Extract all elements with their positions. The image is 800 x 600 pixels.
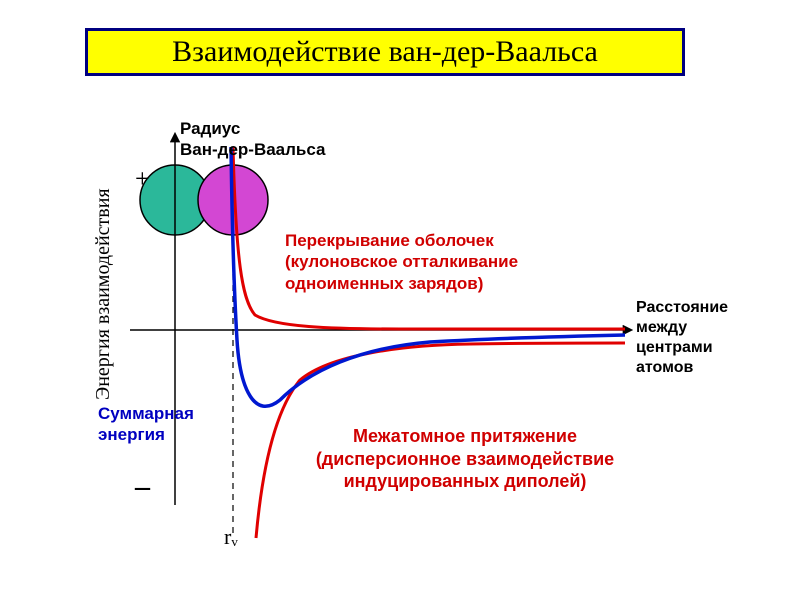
sum-energy-caption: Суммарная энергия xyxy=(98,403,194,446)
radius-caption: Радиус Ван-дер-Ваальса xyxy=(180,118,326,161)
rv-label: rᵥ xyxy=(224,523,238,551)
attraction-caption: Межатомное притяжение (дисперсионное вза… xyxy=(285,425,645,493)
minus-sign: – xyxy=(135,468,150,506)
plus-sign: + xyxy=(135,163,150,196)
y-axis-label: Энергия взаимодействия xyxy=(92,188,115,400)
xaxis-caption: Расстояние между центрами атомов xyxy=(636,298,728,378)
repulsion-caption: Перекрывание оболочек (кулоновское оттал… xyxy=(285,230,518,294)
